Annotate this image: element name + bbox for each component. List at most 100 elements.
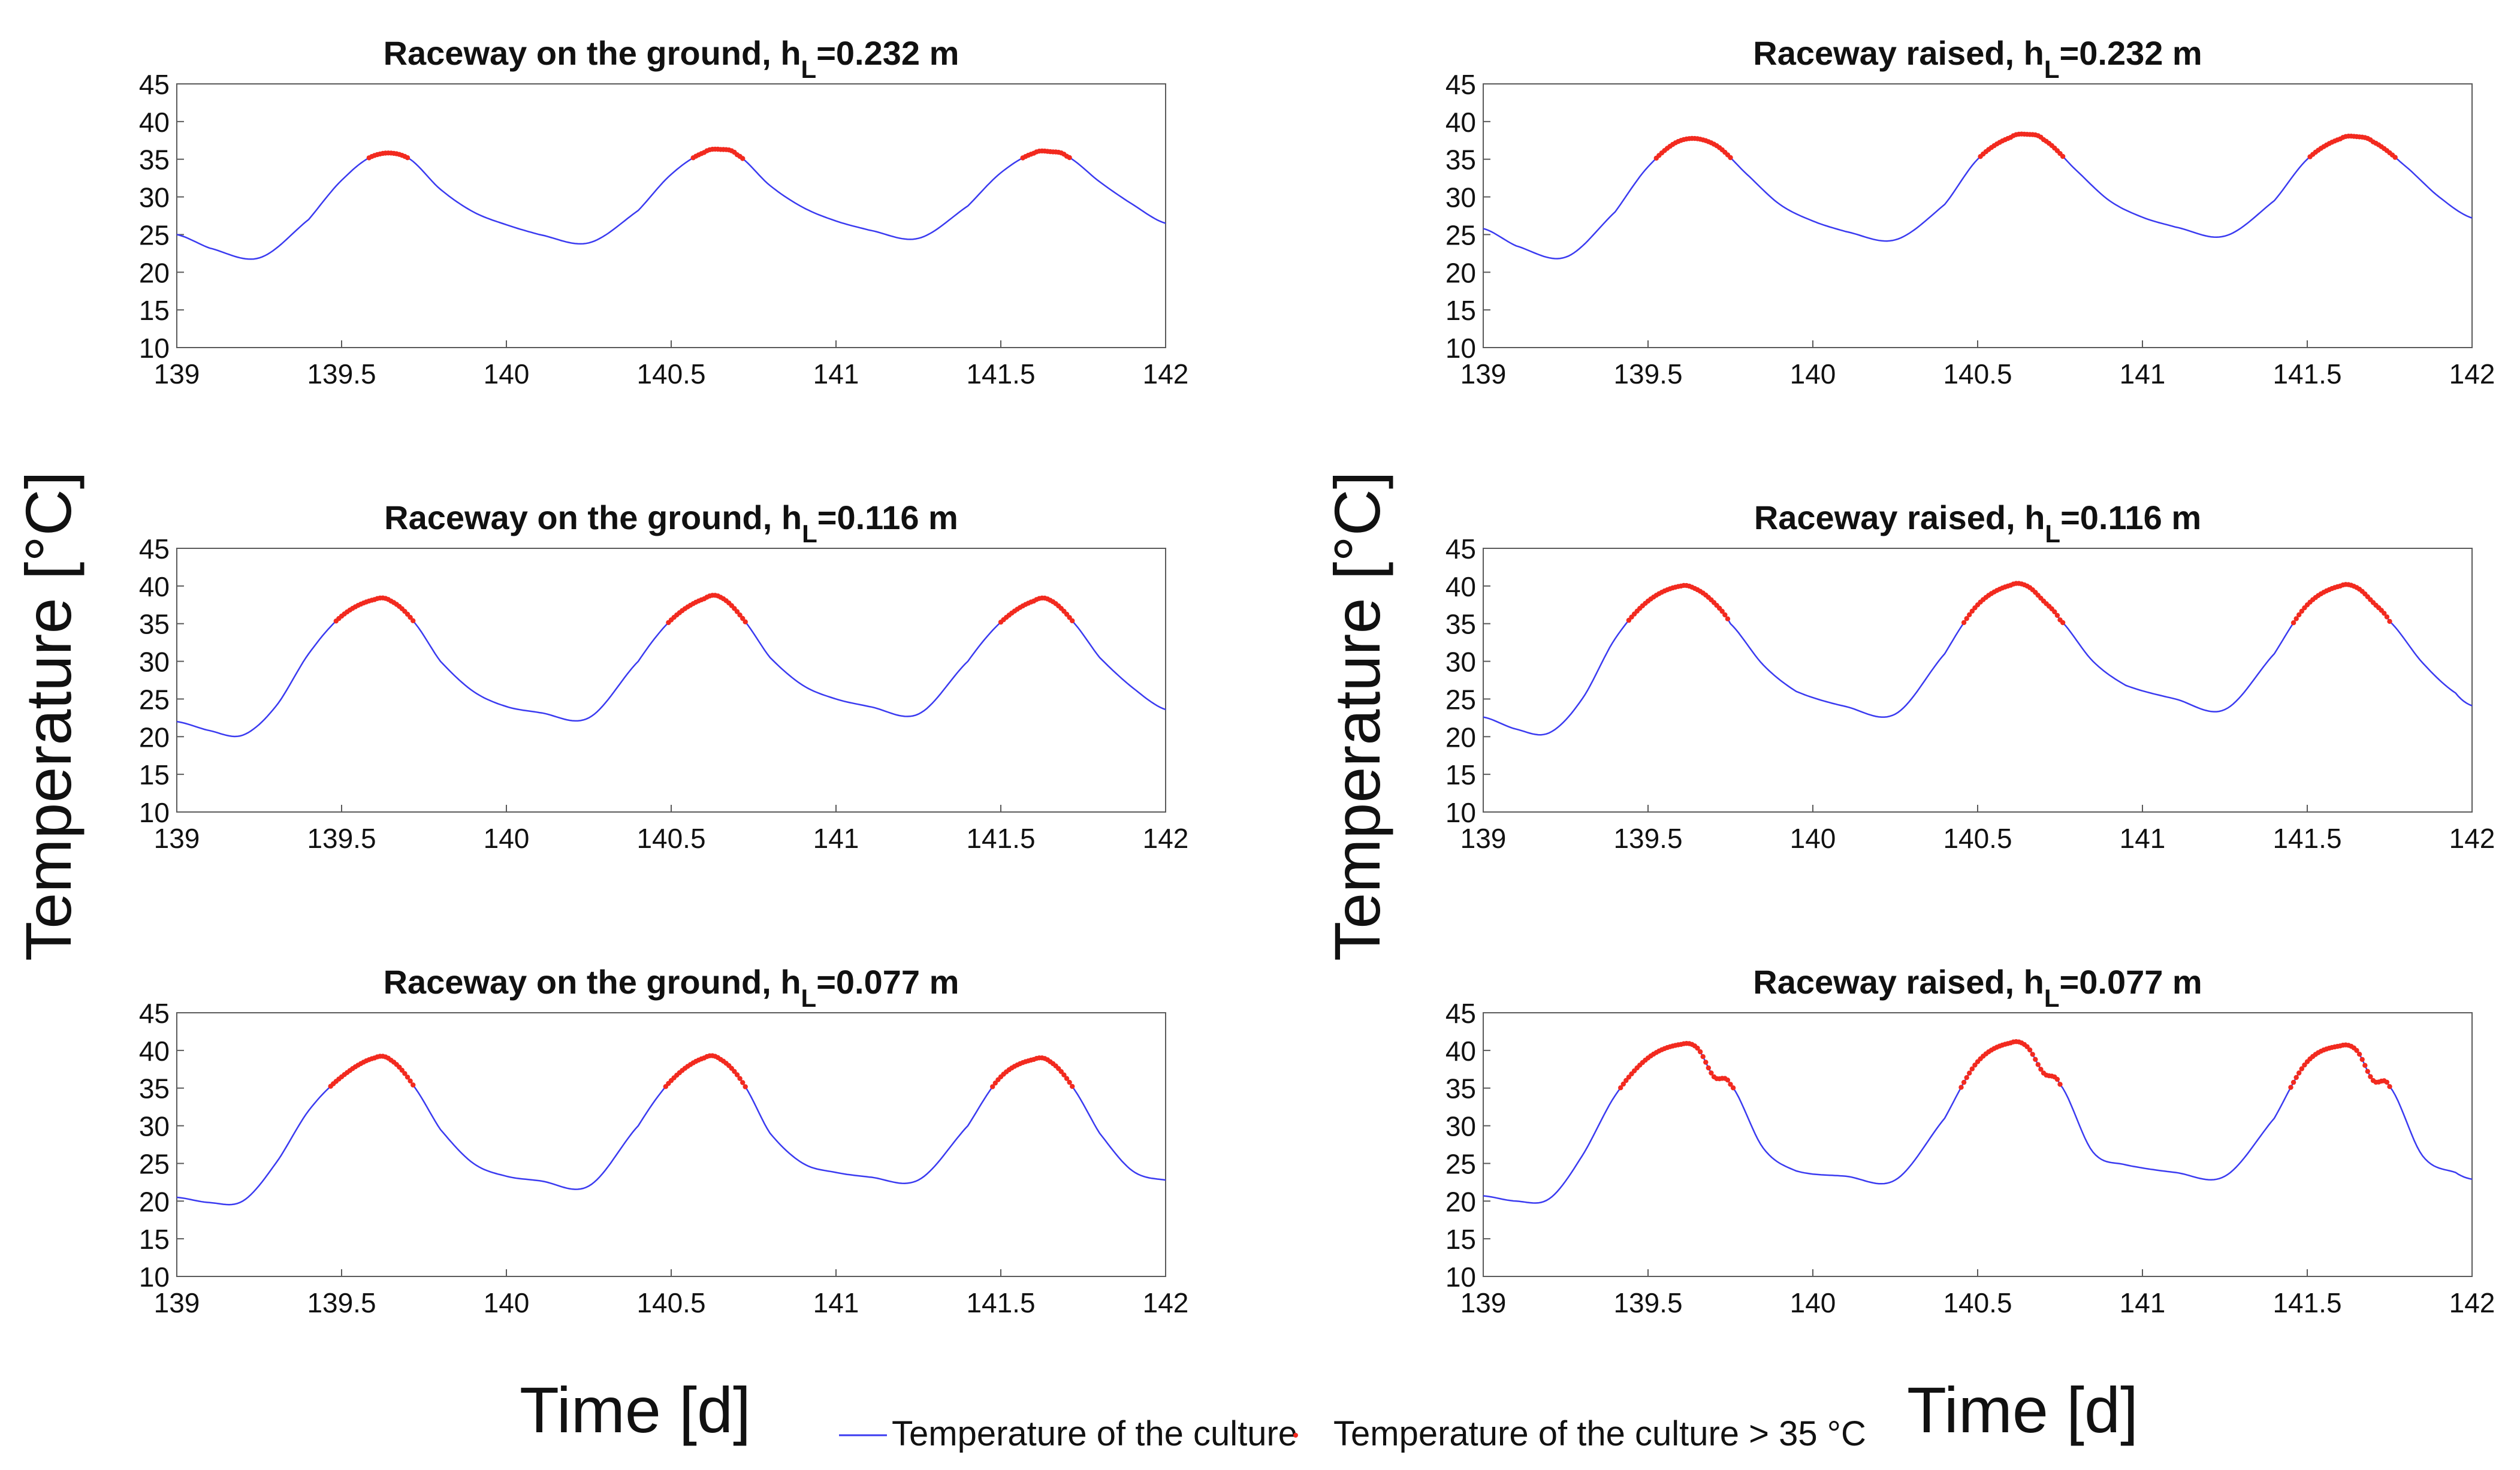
hot-point — [1070, 1083, 1075, 1089]
hot-point — [990, 1084, 995, 1089]
chart-title-prefix: Raceway raised, h — [1754, 499, 2045, 536]
x-tick-label: 139.5 — [307, 1287, 376, 1318]
hot-point — [2368, 1074, 2373, 1079]
chart-title-suffix: =0.116 m — [817, 499, 958, 536]
chart-title-subscript: L — [2044, 984, 2060, 1012]
hot-point — [1958, 1085, 1964, 1090]
hot-point — [2027, 1047, 2033, 1053]
x-tick-label: 141.5 — [2272, 1287, 2341, 1318]
hot-point — [1964, 616, 1969, 621]
x-tick-label: 141.5 — [966, 823, 1035, 854]
y-tick-label: 35 — [139, 1073, 170, 1104]
hot-point — [2296, 612, 2302, 618]
y-tick-label: 10 — [139, 797, 170, 828]
y-tick-label: 25 — [139, 219, 170, 250]
right-y-axis-label: Temperature [°C] — [1321, 471, 1393, 961]
hot-point — [1719, 608, 1725, 614]
hot-point — [2290, 1079, 2296, 1085]
x-tick-label: 139 — [1460, 1287, 1507, 1318]
hot-point — [2054, 612, 2060, 618]
y-tick-label: 40 — [139, 571, 170, 602]
hot-point — [1725, 1077, 1731, 1083]
x-tick-label: 140 — [484, 1287, 530, 1318]
hot-point — [2392, 155, 2398, 160]
y-tick-label: 20 — [1445, 722, 1476, 753]
hot-points — [333, 593, 1075, 626]
x-tick-label: 139 — [154, 823, 200, 854]
hot-points — [328, 1053, 1075, 1089]
y-tick-label: 20 — [139, 1186, 170, 1217]
y-tick-label: 15 — [139, 1224, 170, 1255]
hot-point — [2035, 1062, 2041, 1067]
x-tick-label: 140.5 — [636, 1287, 705, 1318]
hot-point — [2052, 609, 2057, 615]
hot-points — [1626, 581, 2392, 626]
y-tick-label: 15 — [1445, 759, 1476, 790]
hot-point — [399, 1067, 405, 1073]
y-tick-label: 30 — [139, 647, 170, 678]
y-tick-label: 25 — [139, 1148, 170, 1179]
plot-area — [1483, 548, 2473, 813]
chart-title-subscript: L — [802, 520, 817, 548]
hot-point — [2293, 1074, 2299, 1080]
y-tick-label: 25 — [1445, 684, 1476, 715]
chart-title-prefix: Raceway raised, h — [1753, 34, 2044, 72]
plot-area — [176, 83, 1166, 348]
chart-title-suffix: =0.077 m — [816, 963, 959, 1001]
hot-points — [1653, 131, 2398, 161]
x-tick-label: 140.5 — [636, 823, 705, 854]
x-tick-label: 140.5 — [1943, 823, 2012, 854]
chart-title: Raceway on the ground, hL=0.116 m — [384, 499, 958, 548]
chart-title-subscript: L — [2045, 520, 2060, 548]
legend-dot-swatch — [1293, 1433, 1298, 1438]
y-tick-label: 20 — [1445, 1186, 1476, 1217]
hot-point — [1070, 618, 1075, 624]
y-tick-label: 10 — [1445, 797, 1476, 828]
hot-point — [1969, 1066, 1975, 1071]
chart-title-subscript: L — [801, 984, 817, 1012]
chart-title: Raceway raised, hL=0.077 m — [1753, 963, 2202, 1012]
y-tick-label: 15 — [139, 759, 170, 790]
chart-title-suffix: =0.232 m — [2060, 34, 2202, 72]
y-tick-label: 35 — [1445, 1073, 1476, 1104]
x-tick-label: 140 — [484, 358, 530, 390]
hot-point — [1700, 1054, 1706, 1060]
x-tick-label: 140.5 — [1943, 358, 2012, 390]
hot-point — [743, 619, 748, 624]
y-tick-label: 35 — [1445, 609, 1476, 640]
y-tick-label: 30 — [139, 182, 170, 213]
legend-dot-label: Temperature of the culture > 35 °C — [1333, 1414, 1866, 1453]
hot-point — [2288, 1085, 2293, 1090]
chart-panel-3: Raceway on the ground, hL=0.116 m 10 15 20 2… — [139, 499, 1189, 854]
y-tick-label: 25 — [1445, 219, 1476, 250]
y-tick-label: 40 — [1445, 1036, 1476, 1067]
hot-point — [2030, 1052, 2035, 1057]
x-tick-label: 139.5 — [307, 823, 376, 854]
hot-point — [2387, 1084, 2392, 1089]
hot-point — [2365, 1068, 2370, 1074]
hot-point — [1722, 612, 1728, 618]
left-y-axis-label: Temperature [°C] — [12, 471, 84, 961]
hot-point — [1695, 1045, 1700, 1051]
y-tick-label: 10 — [1445, 333, 1476, 364]
hot-point — [740, 156, 746, 161]
hot-point — [1618, 1085, 1623, 1091]
hot-points — [1618, 1039, 2392, 1091]
y-tick-label: 40 — [139, 1036, 170, 1067]
hot-point — [2362, 1062, 2368, 1068]
chart-title-subscript: L — [2044, 55, 2060, 83]
x-tick-label: 141.5 — [2272, 823, 2341, 854]
hot-point — [2384, 1079, 2390, 1085]
legend-line-label: Temperature of the culture — [892, 1414, 1297, 1453]
hot-point — [2356, 1052, 2362, 1057]
temperature-line — [176, 148, 1166, 260]
y-tick-label: 40 — [1445, 107, 1476, 138]
x-tick-label: 141 — [2120, 1287, 2166, 1318]
hot-point — [405, 155, 411, 161]
hot-point — [1730, 1085, 1736, 1091]
x-tick-label: 142 — [2449, 358, 2495, 390]
y-tick-label: 10 — [139, 1261, 170, 1293]
y-tick-label: 40 — [139, 107, 170, 138]
left-x-axis-label: Time [d] — [520, 1374, 751, 1446]
x-tick-label: 139.5 — [307, 358, 376, 390]
